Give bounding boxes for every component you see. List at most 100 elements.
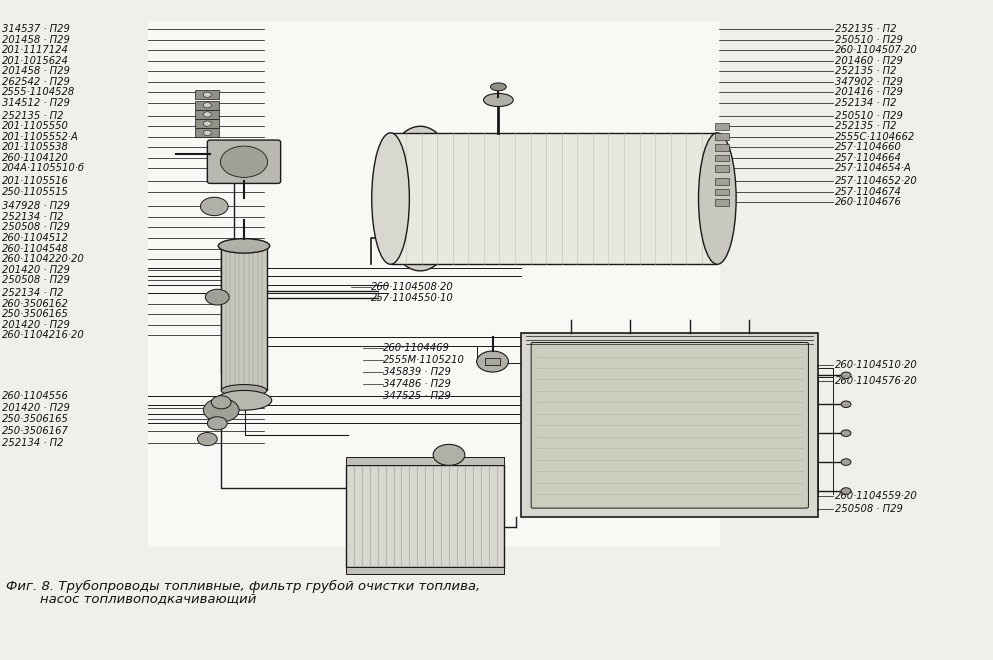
Text: 252135 · П2: 252135 · П2	[835, 24, 897, 34]
Text: 201458 · П29: 201458 · П29	[2, 66, 71, 76]
Text: 201416 · П29: 201416 · П29	[835, 87, 903, 97]
Ellipse shape	[218, 239, 270, 253]
Text: 257·1104664: 257·1104664	[835, 153, 902, 163]
Text: 314537 · П29: 314537 · П29	[2, 24, 71, 34]
Text: 347525 · П29: 347525 · П29	[382, 391, 451, 401]
Bar	[715, 189, 729, 195]
Text: 201·1105516: 201·1105516	[2, 176, 70, 187]
Text: 252135 · П2: 252135 · П2	[835, 66, 897, 76]
Circle shape	[204, 121, 212, 126]
Ellipse shape	[698, 133, 736, 264]
Text: 314512 · П29: 314512 · П29	[2, 98, 71, 108]
Text: 201460 · П29: 201460 · П29	[835, 55, 903, 65]
Text: 201420 · П29: 201420 · П29	[2, 403, 71, 412]
Ellipse shape	[221, 385, 267, 397]
Circle shape	[201, 197, 228, 216]
Circle shape	[212, 396, 231, 409]
Bar	[521, 333, 818, 517]
Text: 250508 · П29: 250508 · П29	[2, 275, 71, 285]
Bar	[148, 21, 720, 547]
Bar	[715, 123, 729, 129]
Ellipse shape	[841, 459, 851, 465]
Text: 260·1104469: 260·1104469	[382, 343, 450, 353]
Text: 347902 · П29: 347902 · П29	[835, 77, 903, 86]
Text: 260·1104216·20: 260·1104216·20	[2, 330, 85, 341]
Text: насос топливоподкачивающий: насос топливоподкачивающий	[6, 592, 257, 605]
Text: Фиг. 8. Трубопроводы топливные, фильтр грубой очистки топлива,: Фиг. 8. Трубопроводы топливные, фильтр г…	[6, 580, 481, 593]
Text: 260·1104512: 260·1104512	[2, 233, 70, 243]
Ellipse shape	[841, 401, 851, 408]
Text: 201·1117124: 201·1117124	[2, 45, 70, 55]
Circle shape	[204, 102, 212, 108]
Text: 2555С·1104662: 2555С·1104662	[835, 132, 916, 142]
Bar	[221, 246, 267, 391]
Text: 260·1104548: 260·1104548	[2, 244, 70, 253]
Text: 201·1105552·А: 201·1105552·А	[2, 132, 79, 142]
Circle shape	[208, 416, 227, 430]
Bar	[715, 178, 729, 185]
Ellipse shape	[380, 126, 460, 271]
Text: 260·3506162: 260·3506162	[2, 299, 70, 309]
Text: 347486 · П29: 347486 · П29	[382, 379, 451, 389]
Bar	[196, 100, 219, 110]
Ellipse shape	[841, 488, 851, 494]
Bar	[485, 358, 500, 366]
Bar	[346, 465, 504, 566]
FancyBboxPatch shape	[208, 140, 281, 183]
Text: 257·1104652·20: 257·1104652·20	[835, 176, 918, 187]
Text: 260·1104510·20: 260·1104510·20	[835, 360, 918, 370]
Circle shape	[204, 92, 212, 97]
Text: 204А·1105510·б: 204А·1105510·б	[2, 163, 85, 174]
Text: 201·1015624: 201·1015624	[2, 55, 70, 65]
Bar	[715, 133, 729, 140]
Bar	[196, 128, 219, 137]
Text: 252135 · П2: 252135 · П2	[835, 121, 897, 131]
Bar	[346, 457, 504, 465]
Text: 250·1105515: 250·1105515	[2, 187, 70, 197]
Text: 252135 · П2: 252135 · П2	[2, 111, 64, 121]
Bar	[196, 90, 219, 99]
Text: 260·1104120: 260·1104120	[2, 153, 70, 163]
Ellipse shape	[484, 94, 513, 106]
Circle shape	[433, 444, 465, 465]
Text: 201420 · П29: 201420 · П29	[2, 265, 71, 275]
Text: 257·1104660: 257·1104660	[835, 143, 902, 152]
Text: 260·1104508·20: 260·1104508·20	[370, 282, 454, 292]
Bar	[196, 119, 219, 128]
Text: 250·3506167: 250·3506167	[2, 426, 70, 436]
Bar	[346, 566, 504, 574]
Text: 252134 · П2: 252134 · П2	[2, 288, 64, 298]
Circle shape	[198, 432, 217, 446]
Text: 262542 · П29: 262542 · П29	[2, 77, 71, 86]
Bar	[715, 165, 729, 172]
Text: 250508 · П29: 250508 · П29	[2, 222, 71, 232]
Text: 260·1104556: 260·1104556	[2, 391, 70, 401]
Circle shape	[206, 289, 229, 305]
Circle shape	[204, 130, 212, 135]
Ellipse shape	[371, 133, 409, 264]
Text: 250508 · П29: 250508 · П29	[835, 504, 903, 513]
Text: 345839 · П29: 345839 · П29	[382, 367, 451, 377]
Text: 252134 · П2: 252134 · П2	[835, 98, 897, 108]
Text: 260·1104559·20: 260·1104559·20	[835, 490, 918, 501]
Text: 260·1104576·20: 260·1104576·20	[835, 376, 918, 386]
Text: 250·3506165: 250·3506165	[2, 310, 70, 319]
Text: 252134 · П2: 252134 · П2	[2, 212, 64, 222]
Text: 201·1105550: 201·1105550	[2, 121, 70, 131]
Text: 250510 · П29: 250510 · П29	[835, 111, 903, 121]
Text: 257·1104674: 257·1104674	[835, 187, 902, 197]
Text: 201·1105538: 201·1105538	[2, 143, 70, 152]
Ellipse shape	[841, 430, 851, 436]
Text: 260·1104220·20: 260·1104220·20	[2, 254, 85, 264]
FancyBboxPatch shape	[531, 343, 808, 508]
Text: 260·1104507·20: 260·1104507·20	[835, 45, 918, 55]
Text: 250510 · П29: 250510 · П29	[835, 34, 903, 44]
Circle shape	[204, 112, 212, 117]
Text: 252134 · П2: 252134 · П2	[2, 438, 64, 448]
Bar	[390, 133, 717, 264]
Bar	[715, 199, 729, 206]
Bar	[715, 144, 729, 150]
Text: 257·1104654·А: 257·1104654·А	[835, 163, 912, 174]
Text: 260·1104676: 260·1104676	[835, 197, 902, 207]
Text: 201420 · П29: 201420 · П29	[2, 319, 71, 330]
